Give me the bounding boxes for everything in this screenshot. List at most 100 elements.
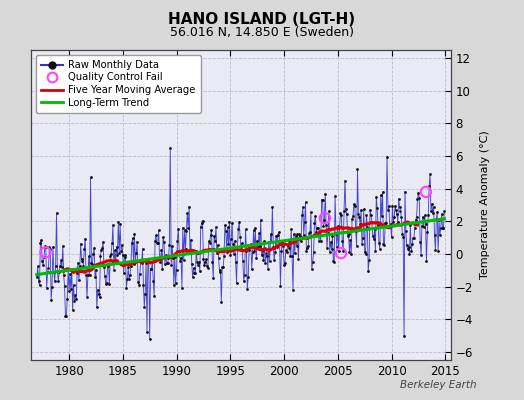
Point [143,329,151,336]
Point [142,260,150,266]
Point [248,265,256,272]
Point [319,223,328,230]
Point [349,213,357,219]
Point [65,288,73,295]
Point [304,243,312,250]
Point [300,218,309,225]
Point [388,202,397,209]
Point [187,236,195,243]
Point [379,241,388,247]
Point [405,251,413,258]
Point [161,260,169,267]
Point [271,249,279,255]
Point [41,243,49,250]
Point [223,224,232,230]
Point [170,282,178,289]
Point [261,260,269,267]
Point [60,283,69,290]
Point [303,245,311,251]
Point [42,284,51,291]
Point [340,208,348,214]
Point [422,189,430,195]
Point [44,265,52,272]
Point [199,256,208,262]
Point [133,238,141,245]
Point [343,232,352,239]
Point [262,250,270,257]
Point [131,259,139,265]
Point [179,225,187,231]
Point [93,286,102,293]
Point [318,196,326,203]
Point [226,252,234,258]
Point [405,244,413,250]
Point [343,210,351,217]
Point [356,221,364,227]
Point [64,265,72,272]
Point [41,244,50,250]
Point [144,257,152,264]
Point [176,258,184,264]
Point [370,226,379,232]
Point [296,233,304,239]
Point [189,274,197,281]
Point [277,248,286,254]
Point [377,192,385,198]
Point [201,259,210,265]
Point [34,263,42,270]
Point [116,221,124,228]
Point [146,266,155,272]
Point [294,256,302,262]
Point [35,278,43,284]
Point [112,258,120,265]
Point [97,246,105,253]
Point [147,266,156,272]
Point [146,336,154,342]
Point [236,234,244,240]
Point [396,204,404,210]
Point [242,226,250,232]
Point [250,248,259,254]
Point [406,221,414,228]
Point [70,298,79,304]
Point [220,253,228,260]
Point [100,264,108,270]
Point [178,284,186,291]
Point [110,266,118,273]
Point [171,280,180,286]
Point [128,235,137,242]
Point [86,174,95,180]
Point [281,260,289,266]
Point [155,227,163,234]
Point [56,262,64,269]
Point [83,293,91,300]
Point [288,253,296,260]
Point [283,242,292,248]
Point [205,240,214,246]
Point [162,260,171,266]
Point [390,214,398,220]
Point [109,222,117,228]
Point [426,171,434,177]
Point [180,256,188,263]
Point [286,252,294,259]
Point [238,240,246,246]
Point [338,238,346,244]
Point [419,214,427,220]
Point [77,240,85,247]
Point [322,222,330,228]
Point [155,254,163,260]
Point [310,220,319,226]
Point [136,271,144,278]
Point [336,210,345,216]
Point [382,220,390,226]
Point [313,224,321,231]
Point [245,247,253,254]
Point [297,238,305,244]
Point [290,231,298,238]
Point [121,254,129,260]
Point [300,232,308,238]
Point [172,266,181,273]
Point [175,248,183,254]
Point [267,239,276,246]
